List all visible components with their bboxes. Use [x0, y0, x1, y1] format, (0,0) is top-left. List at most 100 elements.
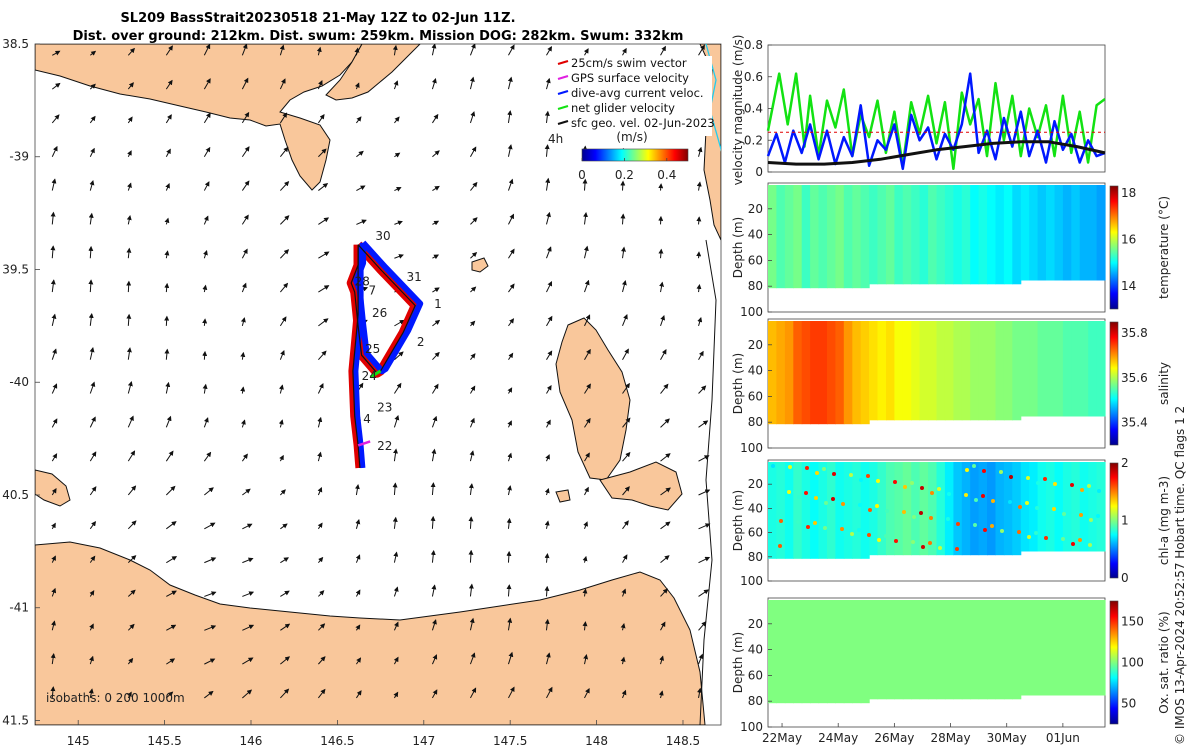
track-day-label: 23 [377, 401, 392, 415]
chl-sample-point [885, 509, 889, 513]
temperature-colorbar-label: temperature (°C) [1157, 196, 1171, 299]
geo-velocity-arrow [508, 248, 515, 259]
map-panel: 30 31 1 2 287 26 25 24 23 4 22 145 145.5 146 146.5 147… [2, 37, 722, 748]
geo-velocity-arrow [506, 584, 512, 597]
chl-sample-point [990, 524, 994, 528]
temperature-column [894, 185, 904, 285]
chlorophyll-colorbar [1109, 462, 1119, 579]
oxygen-column [928, 600, 938, 700]
geo-velocity-arrow [317, 383, 324, 394]
geo-velocity-arrow [507, 617, 513, 631]
geo-velocity-arrow [582, 621, 588, 631]
temperature-column [970, 185, 980, 285]
geo-velocity-arrow [546, 246, 552, 259]
velocity-y-tick-label: 0.4 [744, 102, 763, 116]
legend-item: sfc geo. vel. 02-Jun-2023 [571, 116, 715, 130]
geo-velocity-arrow [545, 454, 550, 462]
chl-sample-point [1096, 514, 1100, 518]
track-day-label: 7 [368, 283, 376, 297]
chlorophyll-column [944, 462, 954, 556]
geo-velocity-arrow [432, 319, 441, 327]
geo-velocity-arrow [392, 516, 398, 529]
current-velocity-track [353, 244, 366, 469]
temperature-column [776, 185, 786, 289]
geo-velocity-arrow [51, 82, 61, 90]
geo-velocity-arrow [203, 78, 211, 90]
temperature-column [1096, 185, 1106, 281]
legend-item: net glider velocity [571, 101, 675, 115]
temperature-column [1012, 185, 1022, 285]
oxygen-column [944, 600, 954, 700]
geo-velocity-arrow [431, 77, 437, 90]
chl-sample-point [875, 504, 879, 508]
geo-velocity-arrow [242, 523, 253, 530]
oxygen-column [978, 600, 988, 700]
velocity-series-line [767, 140, 1106, 166]
temperature-column [1071, 185, 1081, 281]
geo-velocity-arrow [621, 280, 627, 293]
temperature-column [793, 185, 803, 289]
geo-velocity-arrow [468, 483, 474, 496]
chlorophyll-column [835, 462, 845, 559]
geo-velocity-arrow [241, 419, 246, 428]
chlorophyll-column [810, 462, 820, 559]
geo-velocity-arrow [469, 450, 475, 462]
oxygen-column [784, 600, 794, 704]
geo-velocity-arrow [393, 448, 398, 462]
chlorophyll-y-tick-label: 100 [740, 574, 763, 588]
geo-velocity-arrow [469, 652, 476, 665]
geo-velocity-arrow [51, 348, 57, 360]
geo-velocity-arrow [698, 589, 709, 597]
geo-velocity-arrow [165, 148, 171, 157]
chl-sample-point [929, 516, 933, 520]
geo-velocity-arrow [166, 590, 177, 597]
chl-sample-point [930, 491, 934, 495]
geo-velocity-arrow [544, 553, 550, 563]
oxygen-colorbar-tick-label: 150 [1121, 615, 1144, 629]
colorbar-tick-label: 0.2 [615, 168, 634, 182]
oxygen-column [919, 600, 929, 700]
chl-sample-point [983, 528, 987, 532]
geo-velocity-arrow [470, 181, 478, 191]
chlorophyll-colorbar-tick-label: 1 [1121, 514, 1129, 528]
map-x-tick-label: 147 [412, 734, 435, 748]
oxygen-column [902, 600, 912, 700]
oxygen-column [843, 600, 853, 704]
geo-velocity-arrow [507, 485, 512, 496]
track-day-label: 24 [362, 369, 377, 383]
geo-velocity-arrow [164, 348, 170, 360]
chl-sample-point [1035, 506, 1039, 510]
geo-velocity-arrow [355, 657, 362, 665]
geo-velocity-arrow [317, 416, 323, 428]
chlorophyll-y-tick-label: 20 [748, 477, 763, 491]
temperature-y-tick-label: 40 [748, 228, 763, 242]
geo-velocity-arrow [126, 247, 132, 259]
oxygen-y-tick-label: 100 [740, 720, 763, 734]
geo-velocity-arrow [241, 44, 248, 56]
salinity-column [768, 321, 777, 425]
geo-velocity-arrow [432, 351, 440, 361]
salinity-column [776, 321, 786, 425]
chl-sample-point [1080, 488, 1084, 492]
temperature-colorbar-tick-label: 16 [1121, 232, 1136, 246]
chl-sample-point [928, 541, 932, 545]
geo-velocity-arrow [50, 245, 56, 259]
track-day-label: 30 [375, 229, 390, 243]
date-tick-label: 26May [874, 731, 914, 745]
geo-velocity-arrow [621, 588, 627, 597]
salinity-column [810, 321, 820, 425]
chlorophyll-column [919, 462, 929, 556]
geo-velocity-arrow [204, 625, 217, 631]
temperature-column [852, 185, 862, 289]
geo-velocity-arrow [393, 382, 402, 394]
chl-sample-point [1071, 542, 1075, 546]
geo-velocity-arrow [165, 182, 170, 191]
chlorophyll-column [1037, 462, 1047, 552]
geo-velocity-arrow [698, 653, 704, 665]
current-velocity-track [353, 240, 424, 375]
track-day-label: 1 [434, 297, 442, 311]
geo-velocity-arrow [545, 652, 551, 665]
geo-velocity-arrow [242, 624, 255, 631]
chlorophyll-colorbar-label: chl-a (mg m-3) [1157, 476, 1171, 565]
geo-velocity-arrow [355, 554, 361, 563]
